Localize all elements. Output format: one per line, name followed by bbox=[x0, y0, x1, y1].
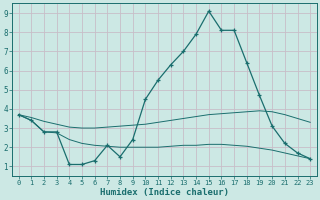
X-axis label: Humidex (Indice chaleur): Humidex (Indice chaleur) bbox=[100, 188, 229, 197]
